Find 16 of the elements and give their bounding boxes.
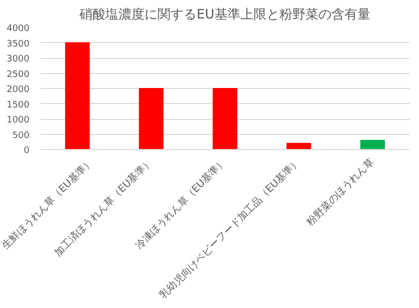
y-tick-label: 2000 bbox=[6, 85, 30, 95]
y-tick-label: 3000 bbox=[6, 54, 30, 64]
bar bbox=[138, 88, 164, 150]
y-tick-label: 500 bbox=[12, 130, 30, 141]
y-tick-label: 1500 bbox=[6, 100, 30, 110]
bar bbox=[360, 140, 385, 150]
y-tick-label: 1000 bbox=[6, 116, 30, 126]
y-tick-label: 2500 bbox=[6, 70, 30, 80]
bar bbox=[286, 142, 312, 150]
y-tick-label: 0 bbox=[24, 146, 30, 156]
x-tick-label: 粉野菜のほうれん草 bbox=[304, 156, 376, 228]
bar bbox=[65, 42, 90, 150]
bar bbox=[212, 88, 238, 150]
y-tick-label: 4000 bbox=[6, 24, 30, 34]
chart-title: 硝酸塩濃度に関するEU基準上限と粉野菜の含有量 bbox=[78, 6, 370, 22]
y-tick-label: 3500 bbox=[6, 39, 30, 50]
